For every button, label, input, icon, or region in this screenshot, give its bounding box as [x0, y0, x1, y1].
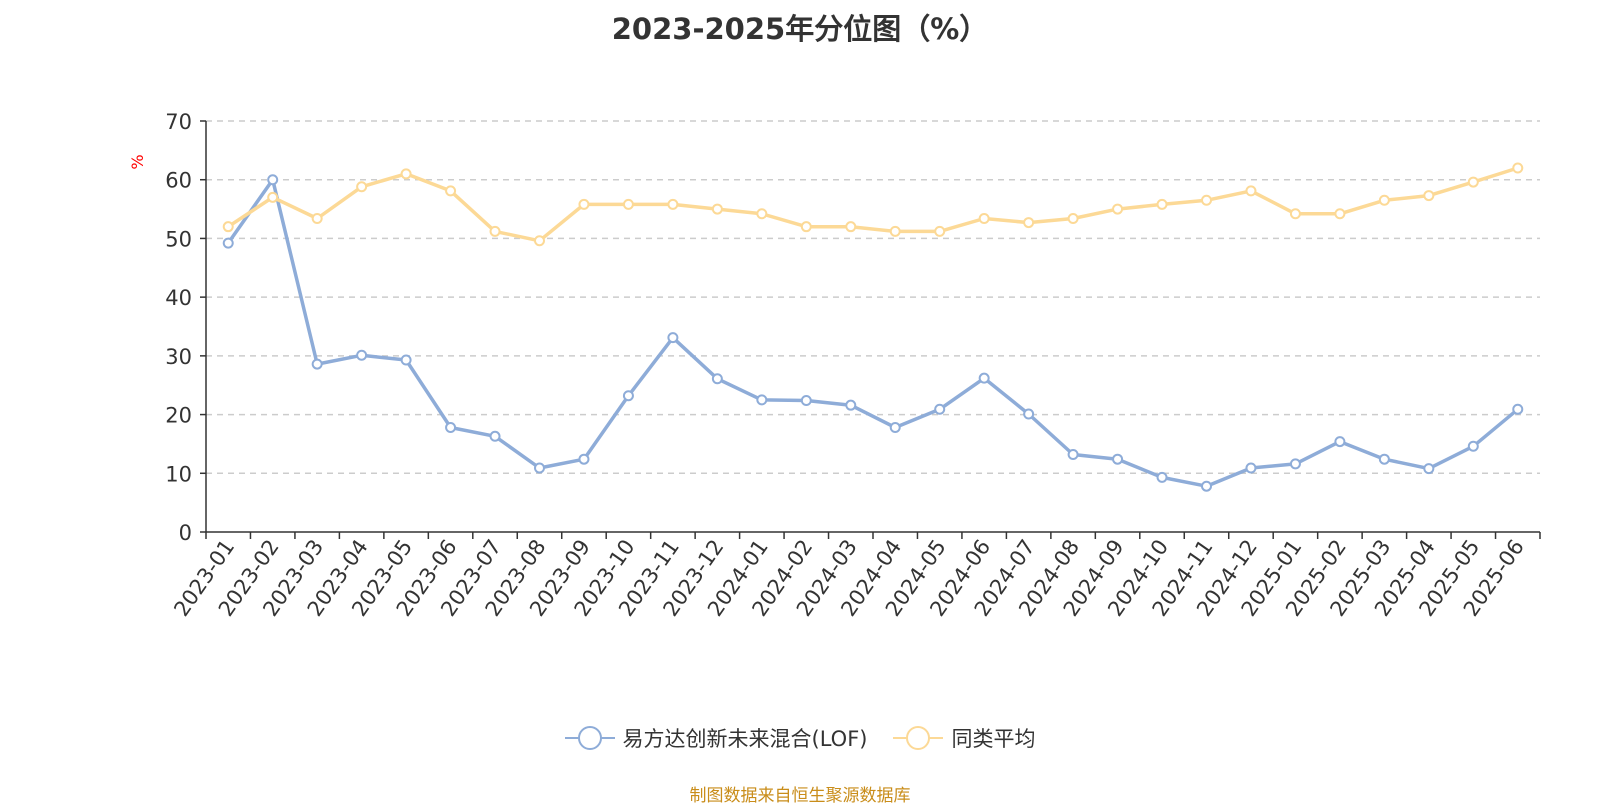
- series-1-point: [845, 399, 857, 411]
- series-2-point: [845, 221, 857, 233]
- series-2-point: [534, 235, 545, 247]
- series-2-point: [445, 185, 457, 197]
- y-tick-label: 0: [179, 521, 192, 545]
- series-2-point: [889, 225, 901, 237]
- series-2-point: [222, 221, 234, 233]
- series-1-point: [1023, 408, 1035, 420]
- series-2-point: [934, 225, 946, 237]
- series-2-point: [1334, 208, 1346, 220]
- series-2-point: [800, 221, 812, 233]
- series-1-point: [889, 421, 901, 433]
- series-2-point: [311, 212, 323, 224]
- y-tick-label: 20: [165, 404, 192, 428]
- y-tick-label: 50: [165, 227, 192, 251]
- series-2-point: [356, 181, 368, 193]
- chart-title: 2023-2025年分位图（%）: [611, 12, 989, 46]
- series-2-point: [267, 191, 279, 203]
- series-2-point: [667, 198, 679, 210]
- legend-marker-series-2: [893, 725, 944, 751]
- series-2-point: [1289, 208, 1301, 220]
- y-tick-label: 10: [165, 462, 192, 486]
- series-1-point: [578, 453, 590, 465]
- series-1-line: [226, 177, 1520, 488]
- series-1-point: [1245, 462, 1257, 474]
- series-1-point: [756, 394, 768, 406]
- series-2-point: [1201, 194, 1212, 206]
- legend-label-series-2: 同类平均: [951, 727, 1036, 751]
- series-2-point: [978, 212, 990, 224]
- series-2-point: [1467, 176, 1479, 188]
- series-2-point: [400, 168, 412, 180]
- series-2-point: [622, 198, 634, 210]
- series-2-line: [226, 166, 1520, 243]
- series-1-point: [800, 394, 812, 406]
- series-1-point: [934, 403, 946, 415]
- y-axis-label: %: [128, 154, 147, 169]
- series-1-point: [1378, 453, 1390, 465]
- series-2-point: [711, 203, 723, 215]
- series-1-point: [1067, 448, 1079, 460]
- legend-item-series-2[interactable]: 同类平均: [893, 723, 1035, 753]
- y-tick-label: 70: [165, 110, 192, 134]
- legend-marker-series-1: [564, 725, 615, 751]
- legend-item-series-1[interactable]: 易方达创新未来混合(LOF): [564, 723, 868, 753]
- series-1-point: [267, 174, 279, 186]
- chart-legend: 易方达创新未来混合(LOF) 同类平均: [0, 723, 1600, 753]
- series-1-point: [534, 462, 545, 474]
- series-1-point: [622, 390, 634, 402]
- series-2-point: [1423, 190, 1435, 202]
- series-1-point: [1289, 458, 1301, 470]
- series-1-point: [1423, 463, 1435, 475]
- legend-label-series-1: 易方达创新未来混合(LOF): [622, 727, 868, 751]
- series-1-point: [311, 358, 323, 370]
- series-2-point: [1378, 194, 1390, 206]
- series-1-point: [1334, 436, 1346, 448]
- y-tick-label: 40: [165, 286, 192, 310]
- series-2-point: [1112, 203, 1124, 215]
- series-2-point: [489, 225, 501, 237]
- series-2-point: [1245, 185, 1257, 197]
- series-2-point: [578, 198, 590, 210]
- data-source-note: 制图数据来自恒生聚源数据库: [689, 786, 911, 806]
- y-tick-label: 60: [165, 169, 192, 193]
- series-1-point: [1512, 403, 1524, 415]
- series-1-point: [1201, 480, 1212, 492]
- series-1-point: [445, 421, 457, 433]
- series-1-point: [667, 332, 679, 344]
- series-1-point: [222, 237, 234, 249]
- series-1-point: [1112, 453, 1124, 465]
- series-1-point: [400, 354, 412, 366]
- series-2-point: [1023, 217, 1035, 229]
- series-1-point: [711, 373, 723, 385]
- series-1-point: [1467, 440, 1479, 452]
- y-tick-label: 30: [165, 345, 192, 369]
- series-2-point: [1156, 198, 1168, 210]
- series-2-point: [1067, 212, 1079, 224]
- series-1-point: [489, 430, 501, 442]
- series-2-point: [756, 208, 768, 220]
- series-2-point: [1512, 162, 1524, 174]
- series-1-point: [356, 349, 368, 361]
- series-1-point: [1156, 471, 1168, 483]
- series-1-point: [978, 372, 990, 384]
